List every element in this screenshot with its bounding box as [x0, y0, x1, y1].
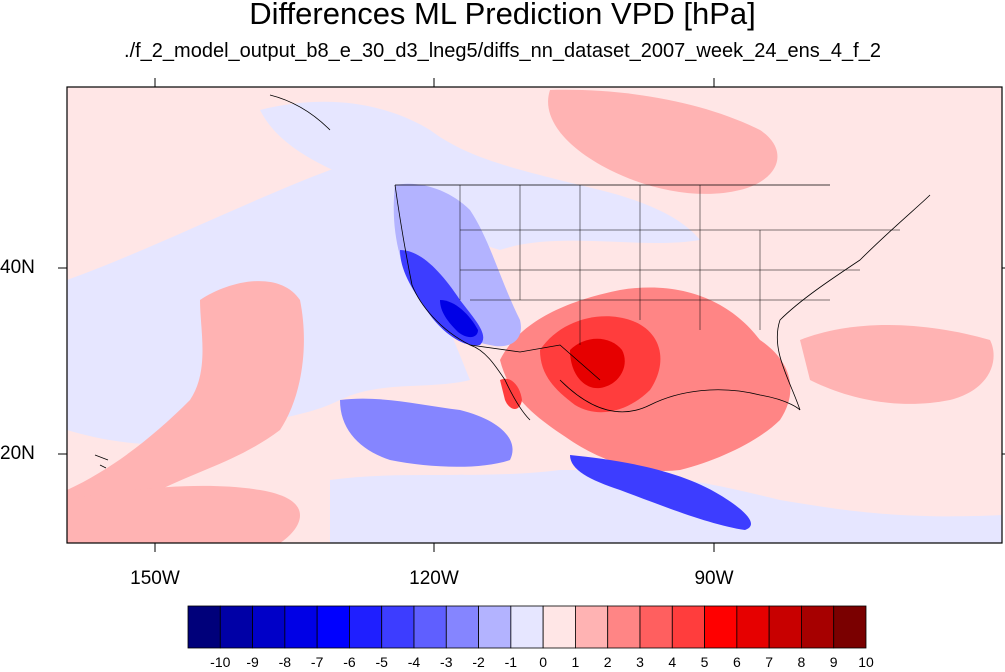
- lat-label-40N: 40N: [0, 257, 35, 278]
- east-coastline: [776, 194, 931, 411]
- colorbar-label: -4: [407, 654, 421, 670]
- field-layer: [67, 87, 1002, 543]
- colorbar-label: 9: [829, 654, 838, 670]
- colorbar-box-1: [219, 605, 253, 649]
- colorbar-box-10: [510, 605, 544, 649]
- field-light-red-southwest-pacific: [67, 485, 300, 543]
- field-light-red-northeast: [548, 89, 778, 194]
- field-blue1-west: [393, 183, 521, 347]
- lon-label-150W: 150W: [130, 568, 180, 589]
- field-light-blue-north: [260, 101, 700, 250]
- colorbar-label: -7: [310, 654, 324, 670]
- field-blue4-socal: [440, 300, 478, 338]
- map-title: Differences ML Prediction VPD [hPa]: [249, 0, 756, 31]
- colorbar-label: 6: [732, 654, 741, 670]
- colorbar-box-2: [252, 605, 286, 649]
- colorbar-box-3: [284, 605, 318, 649]
- mexico-us-border: [469, 344, 601, 381]
- state-lines: [459, 185, 900, 345]
- colorbar-label: 4: [668, 654, 677, 670]
- colorbar-box-0: [187, 605, 221, 649]
- map-subtitle: ./f_2_model_output_b8_e_30_d3_lneg5/diff…: [124, 40, 881, 62]
- boundaries-layer: [94, 94, 931, 469]
- colorbar-box-4: [316, 605, 350, 649]
- colorbar-label: 8: [797, 654, 806, 670]
- lon-label-90W: 90W: [694, 568, 734, 589]
- colorbar-label: 5: [700, 654, 709, 670]
- colorbar-box-5: [349, 605, 383, 649]
- west-coastline: [394, 184, 531, 421]
- map-frame: [66, 86, 1003, 544]
- lon-label-120W: 120W: [409, 568, 459, 589]
- colorbar-box-15: [671, 605, 705, 649]
- colorbar-box-18: [768, 605, 802, 649]
- colorbar-label: -3: [440, 654, 453, 670]
- colorbar-label: -10: [210, 654, 231, 670]
- field-light-red-atlantic: [800, 325, 994, 404]
- colorbar-label: -8: [278, 654, 292, 670]
- colorbar-box-8: [445, 605, 479, 649]
- field-blue2-pacific-south: [340, 398, 513, 467]
- colorbar-box-7: [413, 605, 447, 649]
- colorbar-label: 1: [571, 654, 580, 670]
- lat-label-20N: 20N: [0, 443, 35, 464]
- alaska-coastline: [269, 94, 331, 131]
- colorbar-label: -9: [246, 654, 259, 670]
- colorbar: [187, 605, 867, 649]
- field-blue3-caribbean: [570, 455, 751, 530]
- colorbar-box-16: [704, 605, 738, 649]
- colorbar-box-9: [478, 605, 512, 649]
- colorbar-box-13: [607, 605, 641, 649]
- colorbar-box-19: [801, 605, 835, 649]
- colorbar-label: -2: [472, 654, 485, 670]
- colorbar-label: -6: [343, 654, 356, 670]
- colorbar-box-17: [736, 605, 770, 649]
- colorbar-box-14: [639, 605, 673, 649]
- colorbar-label: 2: [603, 654, 612, 670]
- colorbar-label: 3: [636, 654, 644, 670]
- colorbar-label: 10: [858, 654, 874, 670]
- colorbar-label: 7: [765, 654, 774, 670]
- map-ticks: [58, 78, 1005, 552]
- field-light-red-pacific: [67, 281, 304, 515]
- colorbar-label: -5: [375, 654, 388, 670]
- colorbar-box-20: [833, 605, 867, 649]
- colorbar-box-11: [542, 605, 576, 649]
- hawaii-islands: [94, 454, 109, 469]
- field-red3-core: [570, 338, 625, 389]
- colorbar-box-6: [381, 605, 415, 649]
- colorbar-box-12: [575, 605, 609, 649]
- colorbar-label: -1: [504, 654, 518, 670]
- gulf-coastline: [559, 379, 801, 413]
- colorbar-label: 0: [539, 654, 548, 670]
